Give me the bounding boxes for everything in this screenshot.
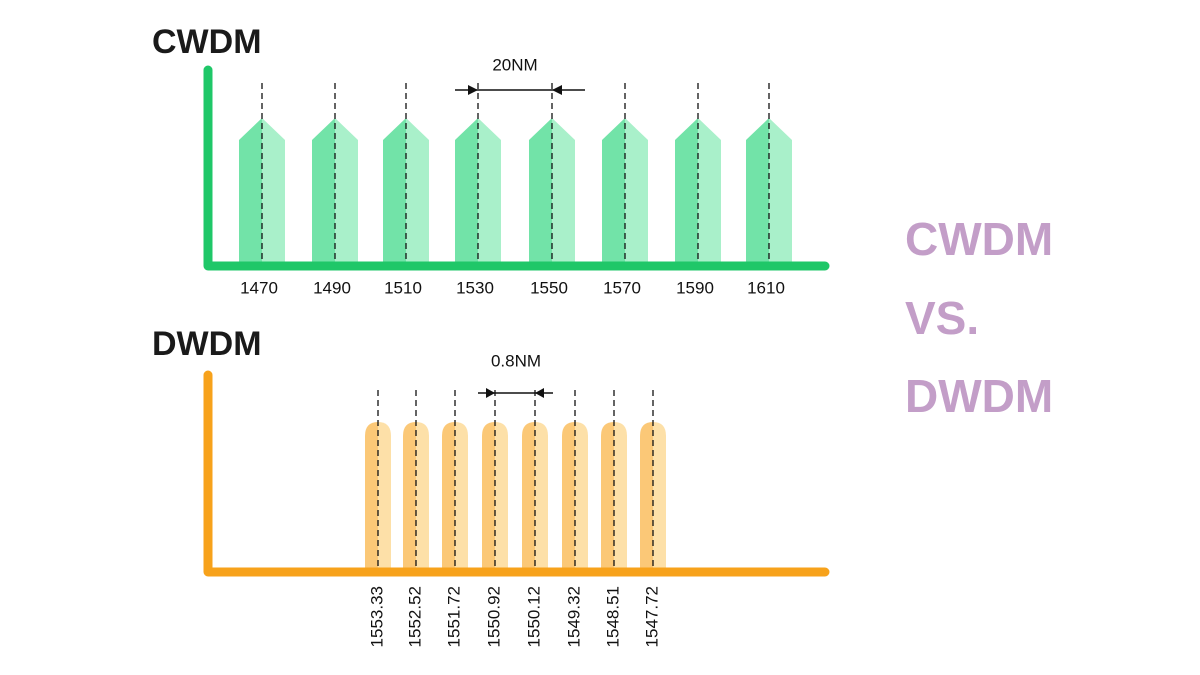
channel-label: 1490 (313, 278, 351, 297)
cwdm-spacing: 20NM (455, 55, 585, 95)
peak-right (535, 422, 548, 568)
peak-right (416, 422, 429, 568)
peak-right (552, 118, 575, 262)
peak-left (442, 422, 455, 568)
arrowhead (535, 388, 544, 398)
peak-left (383, 118, 406, 262)
peak-right (495, 422, 508, 568)
side-title: DWDM (905, 370, 1053, 422)
peak-right (769, 118, 792, 262)
arrowhead (468, 85, 478, 95)
channel-label: 1590 (676, 278, 714, 297)
channel-label: 1550 (530, 278, 568, 297)
peak-left (601, 422, 614, 568)
side-title: CWDM (905, 213, 1053, 265)
peak-right (455, 422, 468, 568)
peak-left (529, 118, 552, 262)
channel-label: 1552.52 (405, 586, 424, 647)
arrowhead (552, 85, 562, 95)
channel-label: 1548.51 (603, 586, 622, 647)
channel-label: 1551.72 (444, 586, 463, 647)
channel-label: 1550.92 (484, 586, 503, 647)
peak-left (455, 118, 478, 262)
dwdm-axis (203, 370, 830, 577)
peak-left (312, 118, 335, 262)
peak-right (335, 118, 358, 262)
peak-right (653, 422, 666, 568)
spacing-label: 20NM (492, 55, 537, 74)
peak-left (562, 422, 575, 568)
peak-right (625, 118, 648, 262)
peak-right (575, 422, 588, 568)
channel-label: 1547.72 (642, 586, 661, 647)
channel-label: 1553.33 (367, 586, 386, 647)
dwdm-group: 1553.33 1552.52 1551.72 1550.92 1550.12 1549.… (365, 390, 666, 647)
peak-left (675, 118, 698, 262)
peak-left (365, 422, 378, 568)
peak-right (406, 118, 429, 262)
dwdm-spacing: 0.8NM (478, 351, 553, 398)
peak-left (482, 422, 495, 568)
channel-label: 1470 (240, 278, 278, 297)
peak-left (239, 118, 262, 262)
cwdm-axis (203, 65, 830, 271)
peak-left (403, 422, 416, 568)
peak-right (698, 118, 721, 262)
channel-label: 1510 (384, 278, 422, 297)
peak-left (746, 118, 769, 262)
channel-label: 1570 (603, 278, 641, 297)
peak-right (614, 422, 627, 568)
peak-right (262, 118, 285, 262)
spacing-label: 0.8NM (491, 351, 541, 370)
channel-label: 1550.12 (524, 586, 543, 647)
peak-left (602, 118, 625, 262)
channel-label: 1549.32 (564, 586, 583, 647)
cwdm-title: CWDM (152, 23, 262, 61)
arrowhead (486, 388, 495, 398)
cwdm-group: 1470 1490 1510 1530 1550 1570 1590 1610 (239, 83, 792, 297)
peak-left (522, 422, 535, 568)
channel-label: 1610 (747, 278, 785, 297)
peak-right (378, 422, 391, 568)
peak-left (640, 422, 653, 568)
channel-label: 1530 (456, 278, 494, 297)
peak-right (478, 118, 501, 262)
dwdm-title: DWDM (152, 325, 262, 363)
side-title: VS. (905, 292, 979, 344)
